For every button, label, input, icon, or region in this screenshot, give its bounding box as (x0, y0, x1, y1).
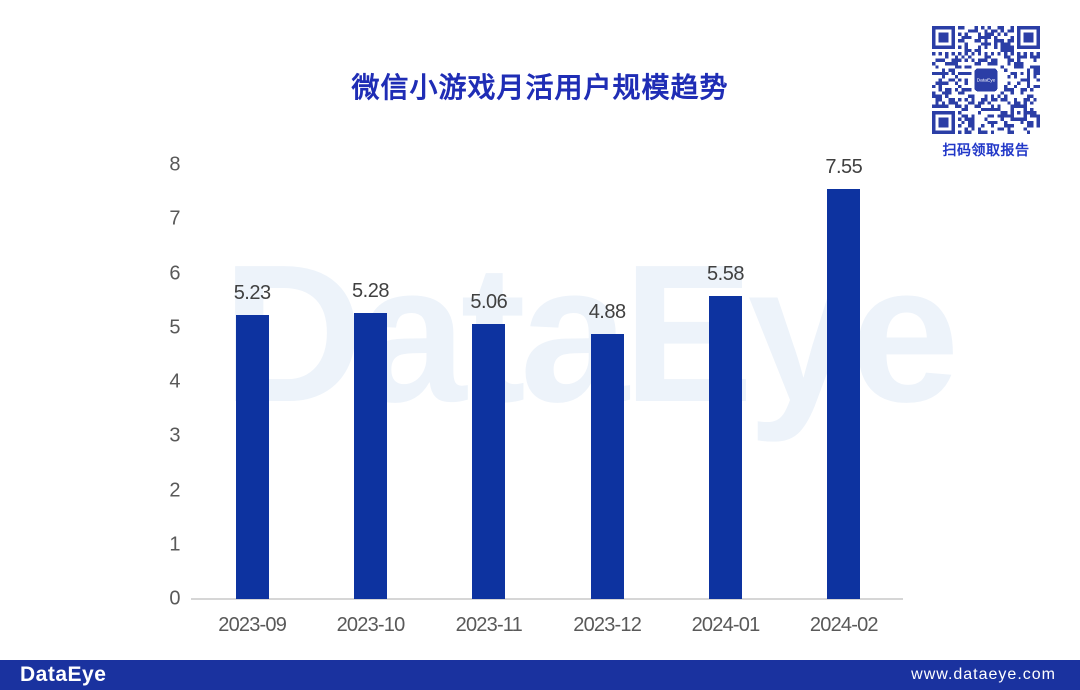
x-tick-label: 2023-12 (573, 614, 642, 636)
bar-value-label: 5.28 (352, 279, 389, 302)
bar (590, 334, 624, 599)
y-tick-label: 1 (169, 533, 180, 556)
x-tick-label: 2023-09 (218, 614, 287, 636)
x-tick-label: 2023-11 (455, 614, 523, 636)
qr-caption: 扫码领取报告 (942, 142, 1030, 158)
bar-value-label: 5.23 (233, 282, 271, 305)
qr-center-logo (974, 68, 998, 92)
bar-value-label: 4.88 (588, 301, 626, 324)
bar (709, 296, 742, 599)
bar (235, 315, 269, 599)
x-tick-label: 2024-01 (691, 614, 761, 636)
footer-url: www.dataeye.com (911, 666, 1056, 683)
y-tick-label: 2 (169, 479, 180, 501)
y-tick-label: 4 (169, 370, 180, 393)
bar-value-label: 7.55 (825, 156, 863, 179)
svg-text:DataEye: DataEye (977, 77, 996, 83)
x-tick-label: 2024-02 (809, 614, 879, 636)
bar (827, 189, 861, 599)
page-title: 微信小游戏月活用户规模趋势 (351, 72, 729, 103)
x-tick-label: 2023-10 (336, 614, 406, 636)
bar-value-label: 5.06 (470, 291, 508, 314)
y-tick-label: 7 (169, 207, 180, 230)
qr-code: DataEye (932, 26, 1040, 134)
y-tick-label: 8 (169, 153, 180, 176)
y-tick-label: 3 (169, 424, 180, 447)
dataeye-logo: DataEye (20, 663, 107, 686)
y-tick-label: 6 (169, 262, 180, 284)
footer-bar: DataEye www.dataeye.com (0, 660, 1080, 690)
y-tick-label: 0 (169, 587, 180, 610)
y-tick-label: 5 (169, 316, 180, 339)
x-axis-line (191, 598, 903, 600)
bar-value-label: 5.58 (707, 263, 744, 286)
bar (354, 312, 387, 599)
qr-block: DataEye 扫码领取报告 (906, 26, 1066, 160)
bar (472, 324, 506, 599)
